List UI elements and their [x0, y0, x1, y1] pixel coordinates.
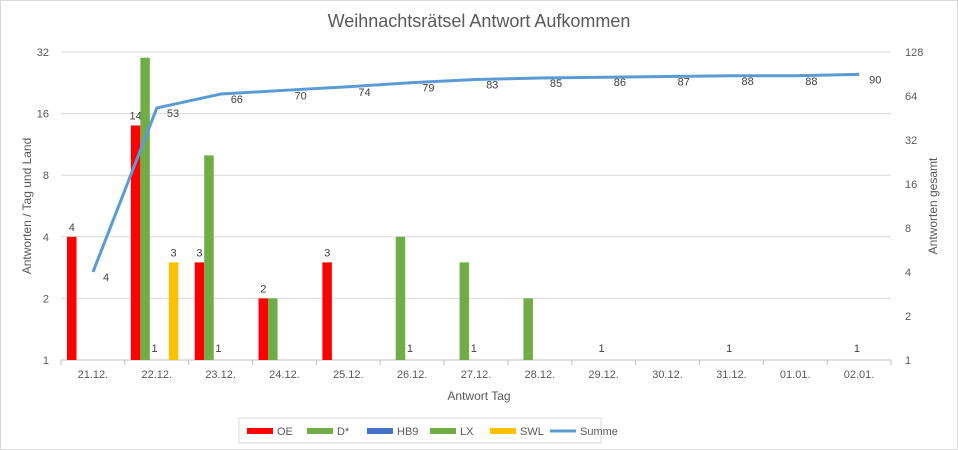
legend-swatch	[247, 428, 273, 434]
bar-d	[268, 298, 278, 360]
y2-tick-label: 32	[905, 135, 917, 147]
data-label: 3	[171, 247, 177, 259]
x-tick-label: 02.01.	[844, 369, 875, 381]
bar-d	[140, 57, 150, 361]
y-tick-label: 4	[43, 232, 49, 244]
line-data-label: 79	[422, 83, 434, 95]
data-label: 1	[471, 343, 477, 355]
bar-d	[459, 262, 470, 360]
bar-oe	[67, 236, 77, 360]
x-tick-label: 26.12.	[397, 369, 428, 381]
x-tick-label: 21.12.	[78, 369, 109, 381]
legend-entry: Summe	[580, 426, 618, 438]
data-label: 2	[260, 283, 266, 295]
data-label: 1	[726, 343, 732, 355]
line-summe	[91, 72, 860, 273]
legend-entry: LX	[460, 426, 474, 438]
legend-box	[238, 417, 602, 444]
x-axis-title: Antwort Tag	[447, 389, 510, 403]
x-tick-label: 29.12.	[588, 369, 619, 381]
line-data-label: 83	[486, 79, 498, 91]
line-data-label: 66	[231, 94, 243, 106]
bar-oe	[194, 262, 205, 360]
line-data-label: 74	[358, 87, 370, 99]
line-data-label: 88	[741, 76, 753, 88]
y-tick-label: 32	[37, 47, 49, 59]
y2-tick-label: 1	[905, 355, 911, 367]
y-tick-label: 1	[43, 355, 49, 367]
x-tick-label: 25.12.	[333, 369, 364, 381]
line-data-label: 70	[295, 90, 307, 102]
line-data-label: 90	[869, 74, 881, 86]
legend-swatch	[430, 428, 456, 434]
y-axis-title: Antworten / Tag und Land	[20, 138, 34, 275]
x-tick-label: 31.12.	[716, 369, 747, 381]
x-tick-label: 30.12.	[652, 369, 683, 381]
y-tick-label: 8	[43, 170, 49, 182]
bar-oe	[130, 125, 141, 360]
legend-swatch	[307, 428, 333, 434]
x-tick-label: 28.12.	[525, 369, 556, 381]
data-label: 1	[854, 343, 860, 355]
bar-d	[204, 155, 214, 360]
y2-tick-label: 16	[905, 179, 917, 191]
data-label: 4	[69, 222, 75, 234]
bar-d	[523, 298, 533, 360]
x-tick-label: 23.12.	[205, 369, 236, 381]
data-label: 14	[129, 110, 141, 122]
y2-axis-title: Antworten gesamt	[926, 157, 940, 254]
line-data-label: 85	[550, 78, 562, 90]
y2-tick-label: 4	[905, 267, 911, 279]
y-tick-label: 16	[37, 109, 49, 121]
line-data-label: 4	[103, 272, 109, 284]
bar-d	[395, 236, 406, 360]
line-data-label: 88	[805, 76, 817, 88]
line-data-label: 87	[678, 77, 690, 89]
y-tick-label: 2	[43, 293, 49, 305]
legend-swatch	[490, 428, 516, 434]
y2-tick-label: 64	[905, 91, 917, 103]
data-label: 1	[215, 343, 221, 355]
data-label: 1	[152, 343, 158, 355]
data-label: 1	[598, 343, 604, 355]
x-tick-label: 01.01.	[780, 369, 811, 381]
legend-entry: HB9	[397, 426, 418, 438]
bar-swl	[168, 262, 179, 360]
legend-entry: SWL	[520, 426, 544, 438]
bar-oe	[258, 298, 269, 360]
x-tick-label: 22.12.	[141, 369, 172, 381]
line-data-label: 53	[167, 108, 179, 120]
data-label: 3	[324, 247, 330, 259]
legend-entry: OE	[277, 426, 293, 438]
data-label: 1	[407, 343, 413, 355]
line-data-label: 86	[614, 77, 626, 89]
y2-tick-label: 2	[905, 311, 911, 323]
legend-entry: D*	[337, 426, 350, 438]
y2-tick-label: 128	[905, 47, 923, 59]
x-tick-label: 27.12.	[461, 369, 492, 381]
legend-swatch	[367, 428, 393, 434]
bar-oe	[322, 262, 332, 360]
data-label: 3	[196, 247, 202, 259]
x-tick-label: 24.12.	[269, 369, 300, 381]
chart-title: Weihnachtsrätsel Antwort Aufkommen	[328, 11, 631, 31]
y2-tick-label: 8	[905, 223, 911, 235]
